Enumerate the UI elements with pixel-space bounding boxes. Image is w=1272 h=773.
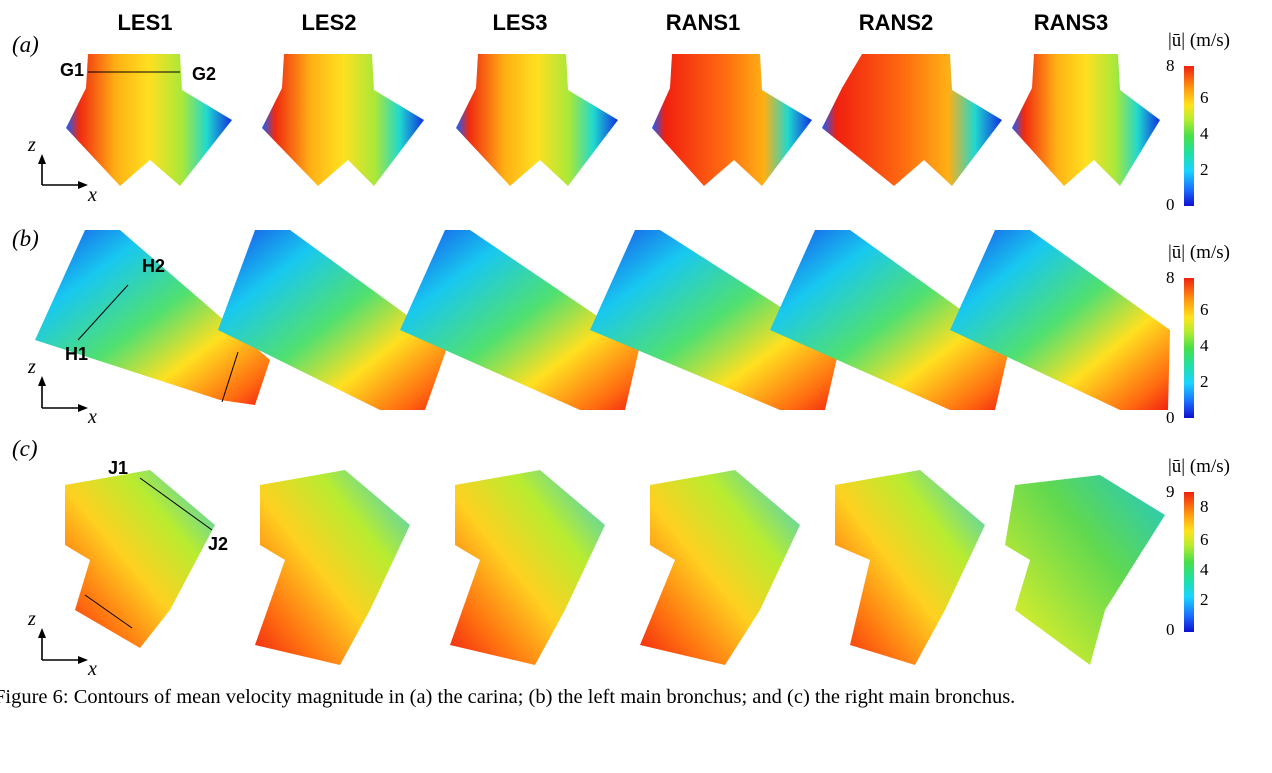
- cb-b-tick-2: 2: [1200, 372, 1209, 391]
- colorbar-a: [1184, 66, 1194, 206]
- row-label-c: (c): [12, 436, 38, 461]
- cb-a-tick-8: 8: [1166, 56, 1175, 75]
- point-label-j2: J2: [208, 534, 229, 554]
- col-header-rans3: RANS3: [1033, 10, 1109, 35]
- cb-a-tick-0: 0: [1166, 195, 1175, 214]
- axis-x-c: x: [88, 658, 97, 680]
- point-label-g2: G2: [192, 64, 217, 84]
- row-a-contours: [66, 54, 1160, 186]
- axis-z-c: z: [28, 608, 36, 630]
- col-header-les3: LES3: [492, 10, 548, 35]
- point-label-h2: H2: [142, 256, 166, 276]
- col-header-les2: LES2: [301, 10, 357, 35]
- cb-c-tick-0: 0: [1166, 620, 1175, 639]
- cb-c-tick-8: 8: [1200, 497, 1209, 516]
- row-c-contours: [65, 470, 1165, 665]
- figure-caption: Figure 6: Contours of mean velocity magn…: [0, 686, 1016, 708]
- cb-c-tick-9: 9: [1166, 482, 1175, 501]
- colorbar-title-c: |ū| (m/s): [1168, 456, 1230, 477]
- cb-c-tick-2: 2: [1200, 590, 1209, 609]
- cb-b-tick-6: 6: [1200, 300, 1209, 319]
- col-header-rans2: RANS2: [858, 10, 934, 35]
- colorbar-c: [1184, 492, 1194, 632]
- axis-x-b: x: [88, 406, 97, 428]
- axis-arrows: [41, 160, 82, 661]
- row-label-b: (b): [12, 226, 39, 251]
- axis-z-a: z: [28, 134, 36, 156]
- cb-b-tick-4: 4: [1200, 336, 1209, 355]
- col-header-rans1: RANS1: [665, 10, 741, 35]
- colorbar-title-a: |ū| (m/s): [1168, 30, 1230, 51]
- axis-z-b: z: [28, 356, 36, 378]
- cb-c-tick-6: 6: [1200, 530, 1209, 549]
- row-b-contours: [35, 230, 1170, 410]
- point-label-h1: H1: [65, 344, 89, 364]
- colorbar-title-b: |ū| (m/s): [1168, 242, 1230, 263]
- point-label-g1: G1: [60, 60, 85, 80]
- point-label-j1: J1: [108, 458, 129, 478]
- cb-a-tick-6: 6: [1200, 88, 1209, 107]
- cb-b-tick-0: 0: [1166, 408, 1175, 427]
- colorbar-b: [1184, 278, 1194, 418]
- axis-x-a: x: [88, 184, 97, 206]
- cb-c-tick-4: 4: [1200, 560, 1209, 579]
- cb-b-tick-8: 8: [1166, 268, 1175, 287]
- cb-a-tick-2: 2: [1200, 160, 1209, 179]
- cb-a-tick-4: 4: [1200, 124, 1209, 143]
- row-label-a: (a): [12, 32, 39, 57]
- col-header-les1: LES1: [117, 10, 173, 35]
